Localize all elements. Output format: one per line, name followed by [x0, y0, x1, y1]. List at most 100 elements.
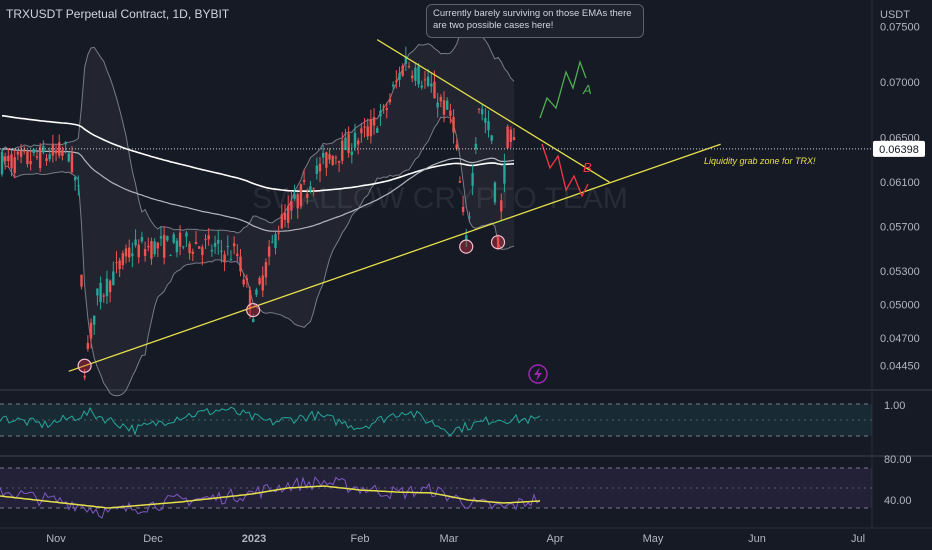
candle-body [509, 129, 512, 142]
y-tick-label: 0.05300 [880, 266, 920, 278]
scenario-b-path [541, 143, 589, 198]
candle-body [407, 66, 411, 68]
candle-body [105, 278, 109, 297]
candle-body [217, 239, 220, 244]
candle-body [264, 262, 268, 278]
candle-body [344, 137, 347, 151]
candle-body [356, 140, 360, 145]
candle-body [331, 155, 334, 165]
low-marker [459, 239, 474, 254]
candle-body [124, 248, 128, 257]
candle-body [347, 133, 350, 153]
candle-body [312, 188, 315, 190]
candle-body [19, 150, 23, 157]
candle-body [321, 152, 325, 158]
candle-body [29, 161, 32, 165]
candle-body [414, 67, 417, 81]
osc-tick-label: 80.00 [884, 454, 912, 466]
candle-body [401, 65, 404, 76]
candle-body [191, 251, 194, 254]
candle-body [458, 181, 462, 183]
trendline [68, 143, 721, 372]
candle-body [398, 72, 401, 80]
candle-body [353, 132, 357, 148]
candle-body [13, 157, 16, 173]
candle-body [213, 243, 217, 247]
candle-body [420, 85, 423, 88]
y-tick-label: 0.07500 [880, 21, 920, 33]
candle-body [309, 186, 312, 191]
candle-body [506, 126, 509, 149]
case-b-label: B [583, 160, 592, 175]
candle-body [51, 144, 55, 156]
candle-body [220, 250, 223, 252]
candle-body [372, 117, 376, 126]
candle-body [503, 163, 506, 184]
candle-body [112, 271, 115, 286]
x-tick-label: Jul [851, 533, 865, 545]
candle-body [446, 100, 449, 110]
candle-body [436, 102, 439, 108]
candle-body [207, 235, 210, 240]
main-chart-area[interactable] [0, 0, 872, 388]
candle-body [500, 200, 503, 212]
ema-lines [1, 114, 515, 232]
candle-body [391, 84, 395, 87]
candle-body [411, 75, 414, 79]
candle-body [166, 236, 169, 241]
candle-body [156, 242, 160, 249]
candle-body [442, 100, 446, 115]
candle-body [134, 239, 137, 246]
candle-body [93, 315, 96, 325]
candle-body [83, 375, 86, 378]
candle-body [334, 157, 338, 159]
candle-body [296, 194, 299, 209]
candle-body [128, 247, 131, 258]
x-tick-label: Nov [46, 533, 66, 545]
ema-100 [1, 148, 515, 232]
candle-body [267, 246, 271, 257]
candle-body [493, 182, 497, 203]
candle-body [131, 253, 134, 257]
candle-body [512, 136, 516, 141]
candle-body [115, 262, 118, 264]
candle-body [252, 318, 255, 323]
candle-body [487, 121, 490, 131]
candle-body [369, 119, 373, 137]
candle-body [89, 322, 93, 339]
oscillator-2-signal [0, 485, 541, 509]
price-scale[interactable] [872, 0, 932, 550]
candle-body [255, 289, 258, 295]
trendlines [68, 39, 721, 373]
candle-body [328, 154, 331, 160]
candle-body [455, 144, 458, 149]
candle-body [185, 232, 188, 237]
candle-body [0, 151, 4, 175]
ema-200 [1, 114, 515, 193]
candle-body [73, 177, 77, 181]
candle-body [287, 205, 290, 223]
candle-body [299, 184, 303, 207]
candle-body [175, 240, 179, 253]
candle-body [274, 234, 277, 248]
candle-body [315, 165, 319, 174]
candle-body [16, 151, 20, 155]
case-a-label: A [582, 82, 592, 97]
candle-body [210, 249, 214, 252]
candle-body [7, 155, 10, 162]
candle-body [242, 279, 245, 285]
candle-body [188, 243, 191, 254]
current-price-tag: 0.06398 [873, 140, 925, 157]
candle-body [376, 128, 379, 133]
candle-body [363, 126, 366, 128]
candle-body [147, 245, 150, 248]
candle-body [480, 109, 484, 115]
candle-body [306, 193, 309, 198]
candle-body [245, 278, 249, 281]
candle-body [433, 81, 436, 99]
callout-note: Currently barely surviving on those EMAs… [426, 4, 644, 38]
candle-body [178, 232, 182, 247]
x-tick-label: 2023 [242, 533, 266, 545]
lightning-icon[interactable] [528, 364, 548, 384]
